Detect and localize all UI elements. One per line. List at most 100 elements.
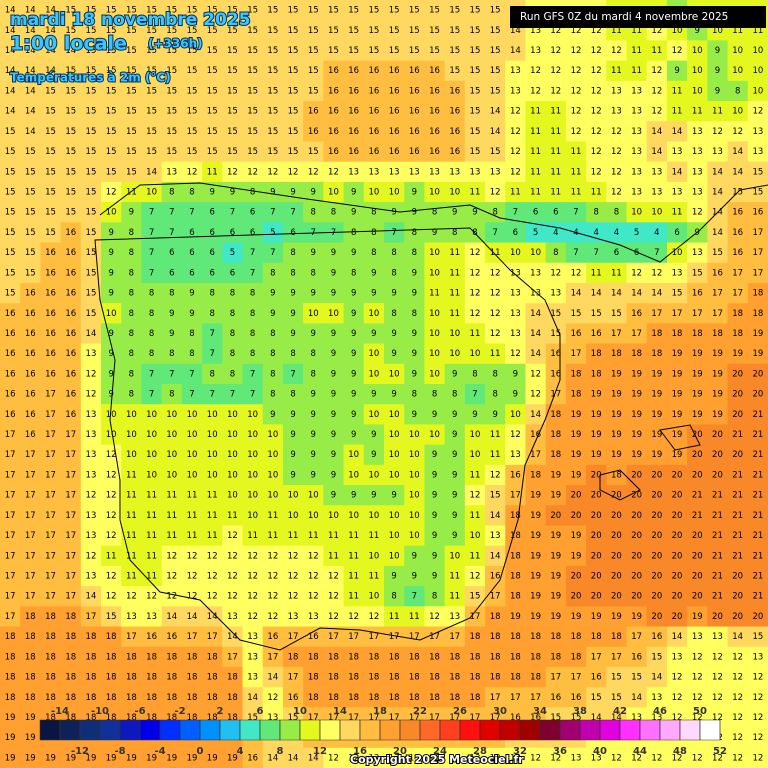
temperature-value: 12 <box>267 612 278 622</box>
temperature-value: 15 <box>146 147 157 157</box>
temperature-value: 10 <box>429 329 440 339</box>
temperature-value: 15 <box>45 188 56 198</box>
temperature-value: 15 <box>571 309 582 319</box>
temperature-cell <box>747 60 768 82</box>
temperature-value: 8 <box>290 390 295 400</box>
temperature-value: 9 <box>351 329 356 339</box>
temperature-value: 18 <box>288 652 299 662</box>
temperature-value: 15 <box>389 46 400 56</box>
temperature-value: 13 <box>510 309 521 319</box>
temperature-value: 15 <box>86 228 97 238</box>
temperature-value: 15 <box>591 693 602 703</box>
temperature-cell <box>141 80 163 102</box>
temperature-value: 17 <box>65 450 76 460</box>
temperature-value: 7 <box>149 268 154 278</box>
temperature-value: 9 <box>412 572 417 582</box>
temperature-value: 12 <box>86 369 97 379</box>
temperature-value: 10 <box>672 248 683 258</box>
temperature-value: 10 <box>166 430 177 440</box>
temperature-value: 8 <box>492 369 497 379</box>
temperature-cell <box>485 20 506 41</box>
temperature-value: 8 <box>230 309 235 319</box>
temperature-value: 15 <box>25 248 36 258</box>
temperature-cell <box>121 202 142 223</box>
temperature-value: 16 <box>65 410 76 420</box>
temperature-value: 10 <box>368 369 379 379</box>
temperature-value: 12 <box>106 511 117 521</box>
temperature-value: 12 <box>712 673 723 683</box>
temperature-value: 15 <box>86 268 97 278</box>
temperature-value: 18 <box>328 673 339 683</box>
temperature-value: 18 <box>732 309 743 319</box>
temperature-value: 20 <box>712 612 723 622</box>
temperature-value: 9 <box>412 369 417 379</box>
temperature-value: 11 <box>247 531 258 541</box>
temperature-value: 12 <box>692 652 703 662</box>
temperature-value: 12 <box>571 127 582 137</box>
temperature-value: 20 <box>631 531 642 541</box>
temperature-value: 17 <box>25 470 36 480</box>
temperature-value: 18 <box>146 693 157 703</box>
temperature-cell <box>444 20 466 41</box>
temperature-value: 8 <box>149 309 154 319</box>
temperature-value: 7 <box>250 248 255 258</box>
temperature-value: 9 <box>351 349 356 359</box>
temperature-value: 13 <box>672 147 683 157</box>
temperature-cell <box>363 60 385 82</box>
temperature-value: 21 <box>752 491 763 501</box>
temperature-value: 15 <box>166 107 177 117</box>
temperature-value: 10 <box>368 349 379 359</box>
temperature-cell <box>222 121 244 142</box>
temperature-cell <box>606 80 628 102</box>
temperature-value: 15 <box>348 46 359 56</box>
temperature-value: 11 <box>146 491 157 501</box>
temperature-value: 20 <box>631 551 642 561</box>
temperature-value: 12 <box>328 612 339 622</box>
temperature-value: 17 <box>490 693 501 703</box>
temperature-value: 9 <box>513 390 518 400</box>
temperature-value: 15 <box>288 147 299 157</box>
temperature-value: 17 <box>45 491 56 501</box>
temperature-cell <box>606 161 628 183</box>
temperature-value: 16 <box>429 147 440 157</box>
temperature-value: 17 <box>25 592 36 602</box>
temperature-value: 18 <box>348 652 359 662</box>
temperature-value: 11 <box>449 289 460 299</box>
temperature-value: 18 <box>25 693 36 703</box>
temperature-cell <box>20 161 41 183</box>
temperature-value: 12 <box>732 733 743 743</box>
temperature-value: 12 <box>692 208 703 218</box>
temperature-value: 12 <box>550 268 561 278</box>
temperature-value: 17 <box>611 652 622 662</box>
temperature-value: 16 <box>368 147 379 157</box>
temperature-cell <box>303 101 324 122</box>
temperature-value: 18 <box>45 693 56 703</box>
temperature-value: 9 <box>189 309 194 319</box>
temperature-value: 13 <box>631 127 642 137</box>
temperature-value: 10 <box>389 430 400 440</box>
temperature-value: 16 <box>712 268 723 278</box>
temperature-value: 21 <box>752 551 763 561</box>
temperature-value: 13 <box>631 107 642 117</box>
temperature-value: 13 <box>692 147 703 157</box>
temperature-cell <box>485 80 506 102</box>
temperature-value: 18 <box>5 673 16 683</box>
temperature-value: 19 <box>692 410 703 420</box>
temperature-value: 12 <box>288 592 299 602</box>
colorbar-label: 0 <box>197 746 204 757</box>
temperature-value: 11 <box>631 46 642 56</box>
temperature-value: 17 <box>25 511 36 521</box>
temperature-value: 13 <box>86 470 97 480</box>
temperature-value: 12 <box>288 551 299 561</box>
temperature-value: 15 <box>752 188 763 198</box>
temperature-value: 20 <box>712 470 723 480</box>
temperature-value: 15 <box>106 167 117 177</box>
temperature-cell <box>161 80 183 102</box>
temperature-cell <box>202 101 223 122</box>
temperature-cell <box>586 121 607 142</box>
temperature-value: 11 <box>146 531 157 541</box>
temperature-cell <box>242 20 264 41</box>
temperature-cell <box>545 80 567 102</box>
temperature-value: 9 <box>391 491 396 501</box>
temperature-value: 7 <box>149 390 154 400</box>
